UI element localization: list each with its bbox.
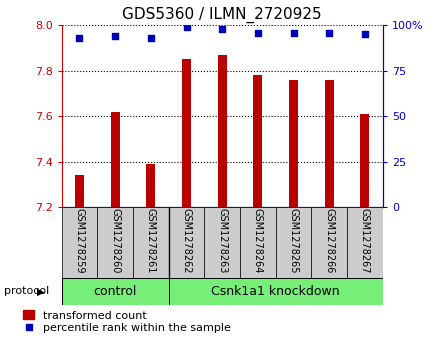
Point — [290, 30, 297, 36]
Text: Csnk1a1 knockdown: Csnk1a1 knockdown — [212, 285, 340, 298]
Bar — [240, 207, 276, 278]
Bar — [147, 164, 155, 207]
Point — [254, 30, 261, 36]
Text: GSM1278265: GSM1278265 — [289, 208, 299, 274]
Text: control: control — [93, 285, 137, 298]
Text: ▶: ▶ — [37, 286, 44, 296]
Legend: transformed count, percentile rank within the sample: transformed count, percentile rank withi… — [23, 310, 231, 333]
Bar — [62, 207, 97, 278]
Text: GSM1278259: GSM1278259 — [74, 208, 84, 274]
Bar — [218, 55, 227, 207]
Text: GSM1278263: GSM1278263 — [217, 208, 227, 274]
Bar — [169, 278, 383, 305]
Text: GSM1278260: GSM1278260 — [110, 208, 120, 274]
Bar — [312, 207, 347, 278]
Point — [76, 35, 83, 41]
Bar — [253, 76, 262, 207]
Point — [361, 32, 368, 37]
Bar — [276, 207, 312, 278]
Point — [326, 30, 333, 36]
Bar — [289, 80, 298, 207]
Bar — [204, 207, 240, 278]
Text: GSM1278266: GSM1278266 — [324, 208, 334, 274]
Bar — [325, 80, 334, 207]
Text: GSM1278262: GSM1278262 — [182, 208, 191, 274]
Title: GDS5360 / ILMN_2720925: GDS5360 / ILMN_2720925 — [122, 7, 322, 23]
Text: GSM1278261: GSM1278261 — [146, 208, 156, 274]
Text: GSM1278267: GSM1278267 — [360, 208, 370, 274]
Bar — [360, 114, 370, 207]
Point — [147, 35, 154, 41]
Point — [219, 26, 226, 32]
Bar — [347, 207, 383, 278]
Point — [183, 24, 190, 30]
Bar — [62, 278, 169, 305]
Bar — [133, 207, 169, 278]
Bar — [169, 207, 204, 278]
Bar — [111, 112, 120, 207]
Bar — [182, 60, 191, 207]
Bar — [75, 175, 84, 207]
Bar — [97, 207, 133, 278]
Text: protocol: protocol — [4, 286, 50, 296]
Text: GSM1278264: GSM1278264 — [253, 208, 263, 274]
Point — [112, 33, 119, 39]
